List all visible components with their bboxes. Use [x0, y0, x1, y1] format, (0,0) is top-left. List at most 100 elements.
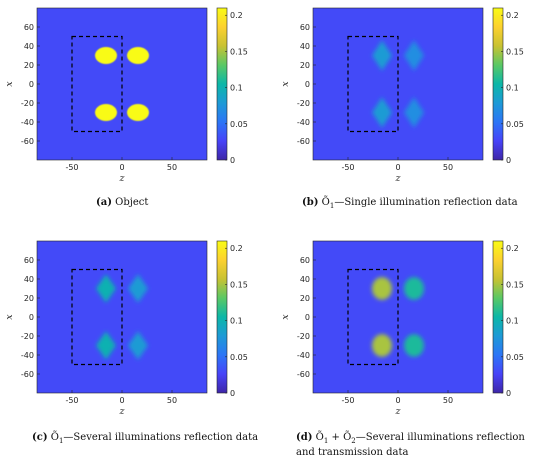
- y-tick-label: -60: [297, 370, 310, 379]
- colorbar-tick-label: 0.15: [230, 280, 248, 289]
- colorbar-tick-label: 0: [230, 156, 235, 165]
- y-axis-label: x: [280, 81, 291, 87]
- y-tick-label: 60: [300, 256, 310, 265]
- caption-d: (d) Õ1 + Õ2—Several illuminations reflec…: [296, 432, 525, 458]
- colorbar-tick-label: 0.05: [230, 353, 248, 362]
- x-tick-label: 50: [167, 396, 177, 405]
- heatmap-background: [37, 8, 207, 160]
- colorbar-tick-label: 0.2: [230, 244, 243, 253]
- scatterer-blob: [127, 46, 149, 65]
- y-tick-label: -60: [297, 137, 310, 146]
- y-tick-label: 20: [300, 294, 310, 303]
- panel-c: -50 0 50 60 40 20 0 -20 -40 -60 z x 0 0.05 0.1 0.15 0.2: [4, 240, 248, 417]
- y-tick-label: -60: [21, 370, 34, 379]
- panel-b: -50 0 50 60 40 20 0 -20 -40 -60 z x 0 0.05 0.1 0.15 0.2: [280, 7, 524, 184]
- x-axis-label: z: [118, 406, 125, 417]
- y-tick-label: 0: [305, 80, 310, 89]
- scatterer-blob: [372, 97, 392, 128]
- x-axis-label: z: [394, 406, 401, 417]
- y-tick-label: -40: [21, 118, 34, 127]
- y-tick-label: 20: [24, 294, 34, 303]
- dashed-region-box: [347, 268, 399, 366]
- colorbar-tick-label: 0.2: [506, 244, 519, 253]
- y-axis-label: x: [4, 314, 15, 320]
- colorbar: 0 0.05 0.1 0.15 0.2: [216, 7, 248, 165]
- x-tick-label: 50: [443, 163, 453, 172]
- colorbar-tick-label: 0.1: [506, 317, 519, 326]
- y-tick-label: 20: [24, 61, 34, 70]
- heatmap-background: [313, 8, 483, 160]
- scatterer-blob: [128, 274, 148, 303]
- x-tick-label: -50: [341, 396, 354, 405]
- panel-d: -50 0 50 60 40 20 0 -20 -40 -60 z x 0 0.05 0.1 0.15 0.2: [280, 240, 524, 417]
- y-tick-label: 60: [300, 23, 310, 32]
- scatterer-blob: [96, 274, 116, 303]
- colorbar-tick-label: 0.15: [506, 280, 524, 289]
- caption-c: (c) Õ1—Several illuminations reflection …: [32, 432, 259, 445]
- scatterer-blob: [404, 277, 424, 300]
- y-tick-label: 40: [24, 42, 34, 51]
- scatterer-blob: [128, 331, 148, 360]
- scatterer-blob: [372, 277, 392, 300]
- y-tick-label: 60: [24, 23, 34, 32]
- colorbar-tick-label: 0.15: [506, 47, 524, 56]
- y-tick-label: 40: [300, 275, 310, 284]
- dashed-region-box: [71, 268, 123, 366]
- y-tick-label: -40: [297, 351, 310, 360]
- y-tick-label: -60: [21, 137, 34, 146]
- dashed-region-box: [71, 35, 123, 133]
- y-tick-label: 40: [24, 275, 34, 284]
- y-axis-label: x: [280, 314, 291, 320]
- x-tick-label: 50: [167, 163, 177, 172]
- caption-a: (a) Object: [96, 197, 149, 208]
- colorbar: 0 0.05 0.1 0.15 0.2: [492, 240, 524, 398]
- x-tick-label: 0: [119, 163, 124, 172]
- scatterer-blob: [404, 40, 424, 71]
- y-tick-label: -20: [297, 99, 310, 108]
- colorbar-tick-label: 0.15: [230, 47, 248, 56]
- x-tick-label: 50: [443, 396, 453, 405]
- colorbar-tick-label: 0: [506, 156, 511, 165]
- caption-b: (b) Õ1—Single illumination reflection da…: [302, 197, 518, 210]
- y-tick-label: -40: [21, 351, 34, 360]
- panel-a: -50 0 50 60 40 20 0 -20 -40 -60 z x 0 0.05 0.1 0.15 0.2: [4, 7, 248, 184]
- colorbar-tick-label: 0.1: [230, 84, 243, 93]
- colorbar: 0 0.05 0.1 0.15 0.2: [492, 7, 524, 165]
- colorbar: 0 0.05 0.1 0.15 0.2: [216, 240, 248, 398]
- x-tick-label: -50: [65, 396, 78, 405]
- scatterer-blob: [95, 46, 117, 65]
- y-axis-label: x: [4, 81, 15, 87]
- x-axis-label: z: [118, 173, 125, 184]
- colorbar-tick-label: 0.05: [230, 120, 248, 129]
- scatterer-blob: [404, 334, 424, 357]
- scatterer-blob: [127, 103, 149, 122]
- colorbar-tick-label: 0.05: [506, 353, 524, 362]
- scatterer-blob: [96, 331, 116, 360]
- scatterer-blob: [372, 40, 392, 71]
- x-tick-label: -50: [65, 163, 78, 172]
- colorbar-tick-label: 0.05: [506, 120, 524, 129]
- scatterer-blob: [372, 334, 392, 357]
- colorbar-tick-label: 0.2: [230, 11, 243, 20]
- y-tick-label: 0: [29, 80, 34, 89]
- x-tick-label: -50: [341, 163, 354, 172]
- colorbar-tick-label: 0: [506, 389, 511, 398]
- heatmap-background: [37, 241, 207, 393]
- colorbar-tick-label: 0.2: [506, 11, 519, 20]
- colorbar-tick-label: 0: [230, 389, 235, 398]
- scatterer-blob: [95, 103, 117, 122]
- dashed-region-box: [347, 35, 399, 133]
- y-tick-label: 60: [24, 256, 34, 265]
- x-axis-label: z: [394, 173, 401, 184]
- y-tick-label: -40: [297, 118, 310, 127]
- y-tick-label: 0: [29, 313, 34, 322]
- y-tick-label: -20: [21, 99, 34, 108]
- y-tick-label: 40: [300, 42, 310, 51]
- colorbar-tick-label: 0.1: [506, 84, 519, 93]
- colorbar-tick-label: 0.1: [230, 317, 243, 326]
- heatmap-background: [313, 241, 483, 393]
- y-tick-label: -20: [297, 332, 310, 341]
- x-tick-label: 0: [119, 396, 124, 405]
- scatterer-blob: [404, 97, 424, 128]
